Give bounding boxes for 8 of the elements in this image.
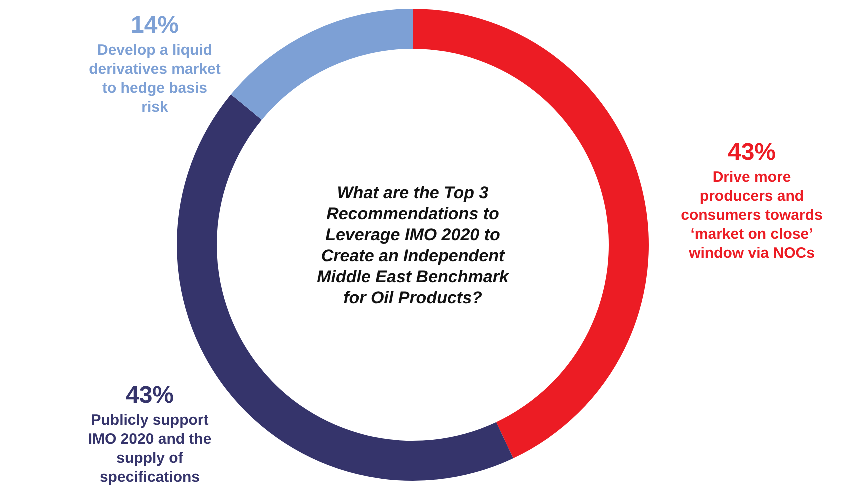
text: What are the Top 3 Recommendations to Leverage IMO 2020 to Create an Independent Middle East Benchmark for Oil Products? xyxy=(317,184,510,308)
slice-label: Publicly support IMO 2020 and the supply of specifications xyxy=(88,412,212,486)
data-label: 43% xyxy=(728,139,776,166)
slice-label: Drive more producers and consumers towards ‘market on close’ window via NOCs xyxy=(681,169,823,262)
slice-label: Develop a liquid derivatives market to hedge basis risk xyxy=(89,42,221,116)
data-label: 14% xyxy=(130,12,180,39)
donut-slice xyxy=(231,9,413,120)
data-label: 43% xyxy=(126,382,174,409)
